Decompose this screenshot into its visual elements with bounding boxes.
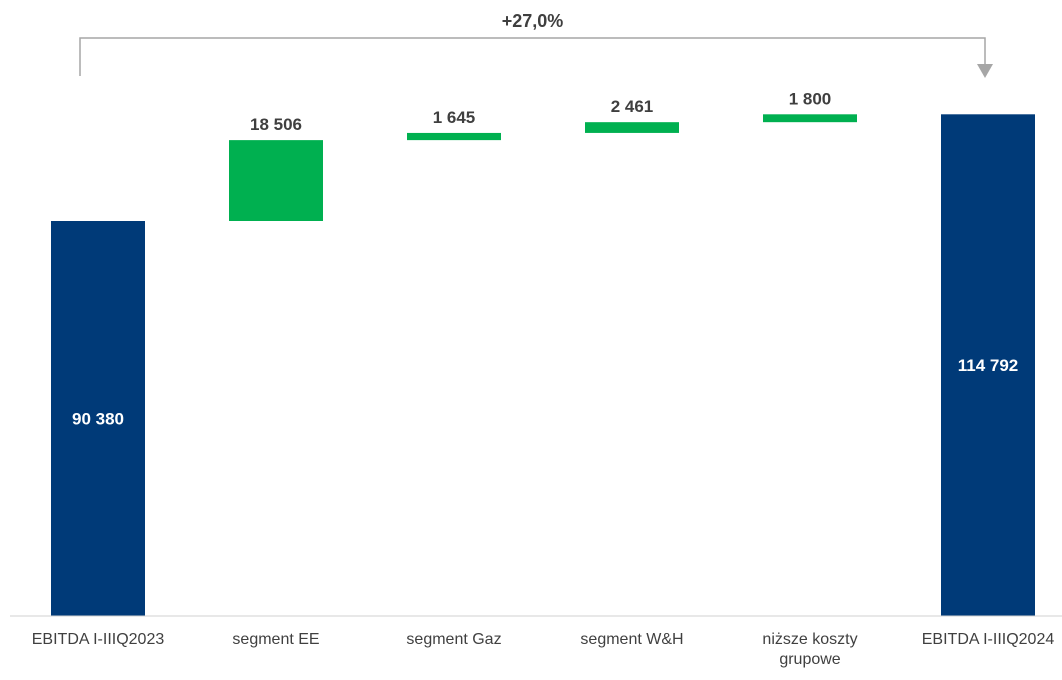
- bar-4: [763, 114, 857, 123]
- category-label-line-0-0: EBITDA I-IIIQ2023: [32, 631, 165, 648]
- bar-2: [407, 132, 501, 141]
- category-label-5: EBITDA I-IIIQ2024: [922, 631, 1055, 648]
- category-label-3: segment W&H: [580, 631, 683, 648]
- category-label-line-4-1: grupowe: [779, 651, 840, 668]
- bar-1: [229, 140, 323, 221]
- category-label-line-2-0: segment Gaz: [406, 631, 501, 648]
- value-label-1: 18 506: [250, 115, 302, 134]
- growth-label: +27,0%: [502, 11, 564, 31]
- growth-arrow-head-icon: [977, 64, 993, 78]
- bar-0: [51, 221, 145, 616]
- category-label-2: segment Gaz: [406, 631, 501, 648]
- category-label-0: EBITDA I-IIIQ2023: [32, 631, 165, 648]
- category-label-line-1-0: segment EE: [232, 631, 319, 648]
- growth-bracket-line: [79, 37, 986, 76]
- category-label-line-4-0: niższe koszty: [762, 631, 857, 648]
- value-label-5: 114 792: [958, 356, 1019, 375]
- category-label-4: niższe koszty grupowe: [762, 631, 857, 668]
- category-label-line-5-0: EBITDA I-IIIQ2024: [922, 631, 1055, 648]
- category-label-1: segment EE: [232, 631, 319, 648]
- bar-5: [941, 114, 1035, 617]
- value-label-3: 2 461: [611, 97, 654, 116]
- value-label-2: 1 645: [433, 108, 476, 127]
- value-label-4: 1 800: [789, 89, 832, 108]
- bar-3: [585, 122, 679, 133]
- category-label-line-3-0: segment W&H: [580, 631, 683, 648]
- bars-layer: [51, 114, 1035, 617]
- bracket-layer: +27,0%: [79, 11, 993, 78]
- value-label-0: 90 380: [72, 410, 124, 429]
- labels-layer: 90 380 18 506 1 645 2 461 1 800 114 792 EBITDA…: [32, 89, 1055, 668]
